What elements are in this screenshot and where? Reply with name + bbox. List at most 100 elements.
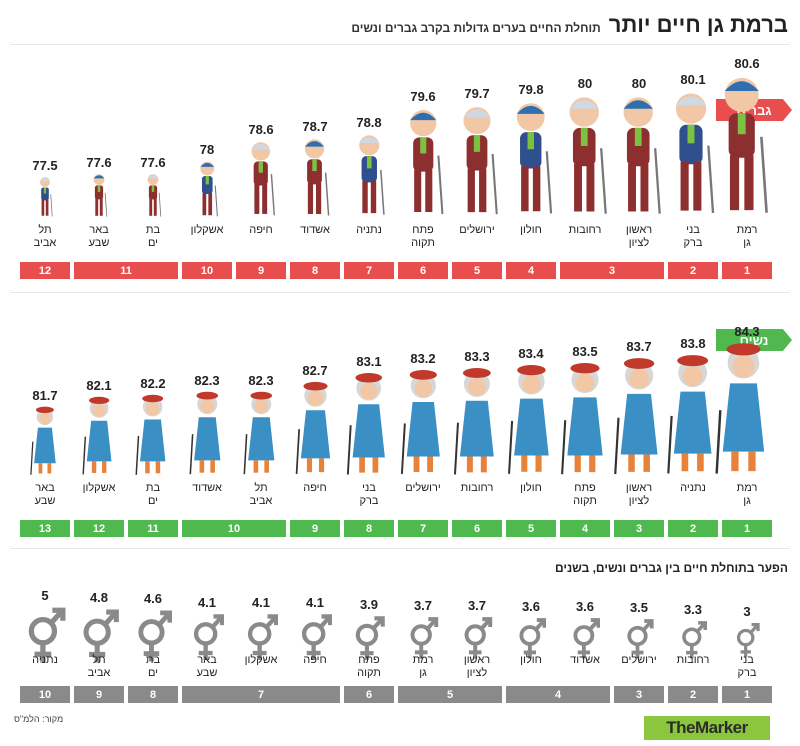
gender-symbol-icon <box>720 622 774 658</box>
men-city-label: תל אביב <box>33 224 57 249</box>
elderly-woman-icon <box>666 354 720 476</box>
gender-symbol-icon <box>396 616 450 660</box>
women-value-label: 82.3 <box>194 373 220 389</box>
women-rank-bar: 3 <box>614 520 664 537</box>
elderly-man-icon <box>18 176 72 218</box>
men-city-label: אשדוד <box>300 224 330 236</box>
gender-symbol-icon <box>18 606 72 663</box>
men-value-label: 78.7 <box>302 118 328 134</box>
women-rank-bar: 5 <box>506 520 556 537</box>
elderly-woman-icon <box>715 343 765 474</box>
gap-city-label: נתניה <box>32 654 58 666</box>
elderly-woman-icon <box>288 381 342 476</box>
elderly-man-icon <box>517 103 553 214</box>
men-rank-bar: 1 <box>722 262 772 279</box>
gender-symbol-icon <box>450 616 504 660</box>
men-rank-bar: 8 <box>290 262 340 279</box>
elderly-woman-icon <box>715 342 774 476</box>
elderly-man-icon <box>288 137 342 218</box>
gap-city-label: ראשון לציון <box>463 654 491 679</box>
gap-rank-bar: 2 <box>668 686 718 703</box>
elderly-man-icon <box>612 94 666 218</box>
men-city-label: חיפה <box>249 224 273 236</box>
divider <box>10 548 790 549</box>
gap-rank-bar: 5 <box>398 686 502 703</box>
elderly-man-icon <box>93 173 108 217</box>
gender-symbol-icon <box>736 622 760 658</box>
elderly-woman-icon <box>396 369 450 476</box>
page-title: ברמת גן חיים יותר <box>608 12 788 37</box>
gap-title: הפער בתוחלת חיים בין גברים ונשים, בשנים <box>554 561 788 575</box>
elderly-man-icon <box>126 173 180 218</box>
gender-symbol-icon <box>180 613 234 661</box>
gap-rank-bar: 1 <box>722 686 772 703</box>
gender-symbol-icon <box>356 616 386 660</box>
men-value-label: 79.8 <box>518 82 544 98</box>
men-rank-bar: 2 <box>668 262 718 279</box>
men-city-label: ירושלים <box>459 224 495 236</box>
gap-value-label: 3.9 <box>359 596 379 612</box>
gender-symbol-icon <box>573 618 601 659</box>
men-city-label: בת ים <box>145 224 161 249</box>
elderly-man-icon <box>666 90 720 218</box>
women-value-label: 83.7 <box>626 338 652 354</box>
gap-city-label: בת ים <box>145 654 161 679</box>
women-city-label: רמת גן <box>736 482 758 507</box>
men-city-label: רחובות <box>568 224 602 236</box>
gap-city-label: אשקלון <box>244 654 278 666</box>
women-value-label: 82.1 <box>86 378 112 394</box>
women-value-label: 83.2 <box>410 351 436 367</box>
gender-symbol-icon <box>83 609 119 663</box>
elderly-man-icon <box>720 74 774 218</box>
elderly-man-icon <box>358 135 385 215</box>
gap-city-label: ירושלים <box>621 654 657 666</box>
elderly-man-icon <box>342 133 396 218</box>
elderly-man-icon <box>251 141 276 216</box>
elderly-man-icon <box>623 97 661 214</box>
women-value-label: 82.2 <box>140 375 166 391</box>
women-city-label: נתניה <box>680 482 706 494</box>
women-city-label: ירושלים <box>405 482 441 494</box>
men-rank-bar: 7 <box>344 262 394 279</box>
elderly-man-icon <box>724 77 768 213</box>
men-city-label: נתניה <box>356 224 382 236</box>
gender-symbol-icon <box>288 613 342 661</box>
elderly-woman-icon <box>347 372 386 475</box>
women-value-label: 82.3 <box>248 373 274 389</box>
women-city-label: באר שבע <box>34 482 56 507</box>
gender-symbol-icon <box>627 619 654 659</box>
gender-symbol-icon <box>137 610 172 662</box>
elderly-woman-icon <box>18 406 72 476</box>
gap-value-label: 3.5 <box>629 600 649 615</box>
gender-symbol-icon <box>301 614 332 661</box>
gap-value-label: 5 <box>41 588 49 603</box>
men-rank-bar: 4 <box>506 262 556 279</box>
women-rank-bar: 13 <box>20 520 70 537</box>
men-city-label: באר שבע <box>88 224 110 249</box>
women-rank-bar: 12 <box>74 520 124 537</box>
gap-city-label: פתח תקוה <box>357 654 381 679</box>
women-rank-bar: 11 <box>128 520 178 537</box>
elderly-woman-icon <box>82 396 112 475</box>
themarker-logo: TheMarker <box>644 716 770 740</box>
gap-value-label: 4.6 <box>143 591 163 607</box>
elderly-woman-icon <box>454 367 494 475</box>
gap-rank-bar: 6 <box>344 686 394 703</box>
page-subtitle: תוחלת החיים בערים גדולות בקרב גברים ונשי… <box>351 21 601 35</box>
elderly-man-icon <box>147 173 162 217</box>
women-value-label: 83.8 <box>680 336 706 352</box>
women-city-label: ראשון לציון <box>625 482 653 507</box>
gender-symbol-icon <box>682 620 707 658</box>
elderly-woman-icon <box>126 394 180 476</box>
gap-value-label: 4.1 <box>251 595 271 611</box>
women-value-label: 83.4 <box>518 346 544 362</box>
gap-rank-bar: 3 <box>614 686 664 703</box>
gap-rank-bar: 7 <box>182 686 340 703</box>
elderly-woman-icon <box>180 391 234 476</box>
women-value-label: 84.3 <box>734 324 760 339</box>
women-rank-bar: 4 <box>560 520 610 537</box>
gender-symbol-icon <box>666 620 720 658</box>
men-rank-bar: 10 <box>182 262 232 279</box>
gap-city-label: רמת גן <box>412 654 434 679</box>
women-value-label: 83.1 <box>356 353 382 369</box>
